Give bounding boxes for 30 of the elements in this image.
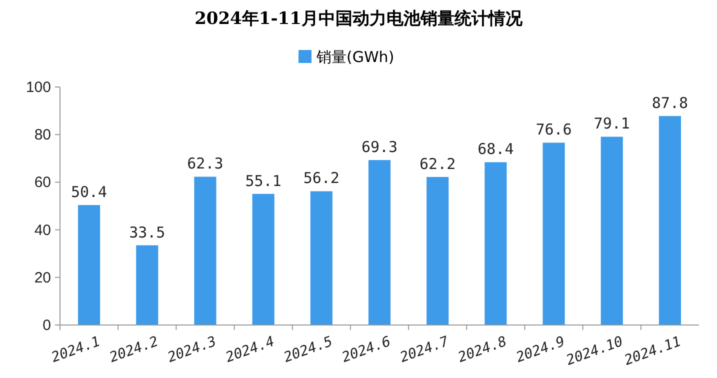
y-tick-label: 80 <box>34 126 51 144</box>
data-label: 87.8 <box>652 94 688 112</box>
data-label: 68.4 <box>478 140 514 158</box>
data-label: 69.3 <box>361 138 398 156</box>
y-tick-label: 100 <box>26 79 51 96</box>
data-label: 76.6 <box>536 120 572 139</box>
bar <box>78 205 100 325</box>
bar <box>600 136 623 325</box>
bar <box>484 162 507 325</box>
y-tick-label: 20 <box>34 269 51 286</box>
data-label: 79.1 <box>594 114 630 133</box>
y-tick-label: 60 <box>34 174 51 192</box>
y-tick-label: 0 <box>42 317 51 334</box>
data-label: 55.1 <box>245 172 282 190</box>
bar <box>658 116 681 325</box>
bar <box>542 142 565 325</box>
chart-title: 2024年1-11月中国动力电池销量统计情况 <box>194 9 524 29</box>
bar <box>368 160 391 325</box>
data-label: 33.5 <box>129 223 166 242</box>
data-label: 50.4 <box>70 183 108 202</box>
legend-label: 销量(GWh) <box>316 48 394 66</box>
data-label: 62.2 <box>420 154 456 173</box>
data-label: 62.3 <box>187 154 224 173</box>
bar <box>136 245 158 325</box>
y-tick-label: 40 <box>34 222 51 239</box>
data-label: 56.2 <box>303 169 340 188</box>
bar <box>194 176 216 325</box>
bar <box>426 176 449 325</box>
bar <box>252 194 274 325</box>
bar <box>310 191 332 325</box>
